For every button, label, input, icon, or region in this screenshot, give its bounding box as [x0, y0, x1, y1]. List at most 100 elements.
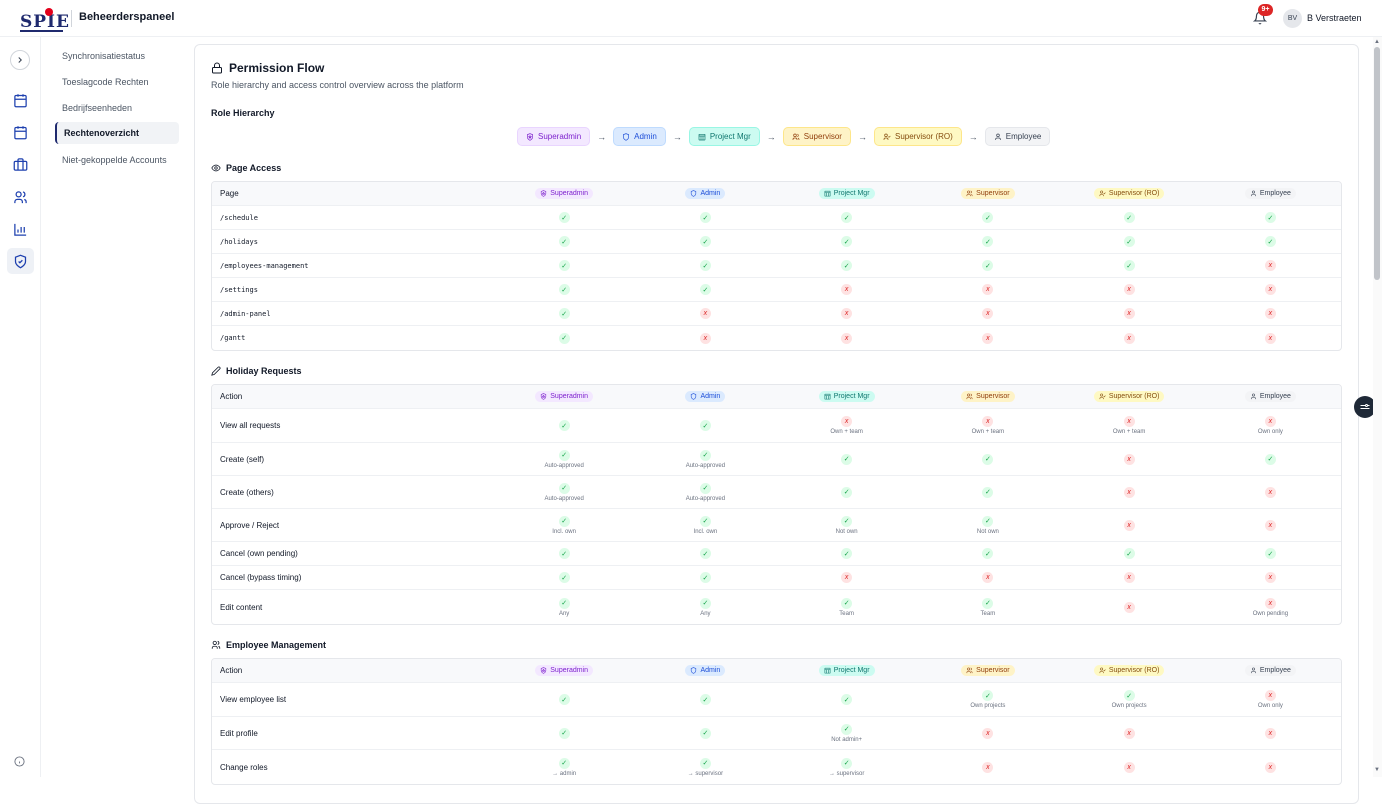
- role-badge-admin: Admin: [685, 665, 726, 676]
- role-pill-label: Supervisor (RO): [894, 132, 953, 141]
- permission-cell: ✓: [635, 566, 776, 589]
- permission-cell: ✓: [494, 409, 635, 442]
- permission-cell: x: [1200, 509, 1341, 541]
- table-row: Approve / Reject ✓ Incl. own ✓ Incl. own ✓ Not…: [212, 509, 1341, 542]
- role-pill-supervisor_ro[interactable]: Supervisor (RO): [873, 127, 962, 146]
- permission-cell: ✓: [635, 542, 776, 565]
- permission-cell: ✓: [494, 717, 635, 749]
- expand-sidebar-button[interactable]: [10, 50, 30, 70]
- scroll-up-arrow-icon[interactable]: ▲: [1374, 39, 1380, 45]
- permission-cell: x: [635, 326, 776, 350]
- permission-cell: x: [776, 566, 917, 589]
- permission-cell: ✓ Incl. own: [494, 509, 635, 541]
- subnav-item-unlinked-accounts[interactable]: Niet-gekoppelde Accounts: [62, 155, 167, 165]
- subnav-item-permissions-overview[interactable]: Rechtenoverzicht: [55, 122, 179, 144]
- subnav-item-surcharge-rights[interactable]: Toeslagcode Rechten: [62, 77, 149, 87]
- info-icon[interactable]: [14, 754, 26, 767]
- check-icon: ✓: [558, 260, 570, 271]
- cross-icon: x: [982, 572, 994, 583]
- user-name[interactable]: B Verstraeten: [1307, 13, 1362, 23]
- user-check-icon: [1099, 190, 1106, 197]
- row-label: /settings: [220, 285, 258, 294]
- app-title: Beheerderspaneel: [79, 11, 175, 23]
- check-icon: ✓: [699, 260, 711, 271]
- check-icon: ✓: [841, 486, 853, 498]
- spie-logo[interactable]: SPIE: [20, 7, 69, 32]
- scroll-thumb[interactable]: [1374, 47, 1380, 280]
- column-header-action: Action: [220, 392, 243, 401]
- check-icon: ✓: [558, 420, 570, 431]
- page-scrollbar[interactable]: ▲ ▼: [1373, 37, 1382, 777]
- check-icon: ✓: [558, 727, 570, 739]
- permission-cell: ✓ Not own: [776, 509, 917, 541]
- shield-star-icon: [541, 667, 547, 674]
- permission-cell: ✓ Not admin+: [776, 717, 917, 749]
- user-icon: [1250, 393, 1256, 400]
- permission-cell: ✓ Not own: [917, 509, 1058, 541]
- scroll-down-arrow-icon[interactable]: ▼: [1374, 767, 1380, 773]
- role-badge-label: Admin: [700, 190, 721, 197]
- users-icon: [966, 667, 973, 674]
- role-badge-label: Admin: [700, 667, 721, 674]
- nav-projects-button[interactable]: [11, 155, 30, 174]
- role-badge-superadmin: Superadmin: [535, 391, 594, 402]
- subnav-item-sync-status[interactable]: Synchronisatiestatus: [62, 51, 146, 61]
- permission-cell: ✓: [776, 476, 917, 508]
- permission-cell: ✓ Auto-approved: [635, 443, 776, 475]
- permission-cell: ✓ → supervisor: [635, 750, 776, 784]
- cross-icon: x: [1264, 486, 1276, 498]
- role-badge-label: Admin: [700, 393, 721, 400]
- cross-icon: x: [841, 572, 853, 583]
- nav-reports-button[interactable]: [11, 220, 30, 239]
- cross-icon: x: [841, 332, 853, 344]
- permission-note: Team: [980, 610, 996, 617]
- logo-text: SPIE: [20, 12, 70, 32]
- icon-rail: [0, 37, 41, 777]
- row-label: Edit profile: [220, 728, 258, 738]
- role-badge-label: Employee: [1259, 393, 1291, 400]
- user-avatar[interactable]: BV: [1283, 9, 1302, 28]
- user-check-icon: [1099, 393, 1106, 400]
- building-icon: [824, 667, 831, 674]
- check-icon: ✓: [699, 757, 711, 769]
- permission-cell: ✓ Team: [776, 590, 917, 624]
- cross-icon: x: [982, 416, 994, 427]
- permission-cell: x: [1200, 278, 1341, 301]
- check-icon: ✓: [982, 597, 994, 609]
- column-header-supervisor: Supervisor: [917, 182, 1058, 205]
- nav-schedule-button[interactable]: [11, 91, 30, 110]
- role-pill-superadmin[interactable]: Superadmin: [517, 127, 591, 146]
- check-icon: ✓: [1123, 548, 1135, 559]
- role-pill-supervisor[interactable]: Supervisor: [782, 127, 851, 146]
- permission-cell: ✓: [1059, 542, 1200, 565]
- check-icon: ✓: [699, 449, 711, 461]
- permission-note: Auto-approved: [685, 462, 726, 469]
- cross-icon: x: [982, 332, 994, 344]
- permission-cell: x: [1059, 717, 1200, 749]
- role-badge-label: Project Mgr: [833, 393, 870, 400]
- role-badge-supervisor_ro: Supervisor (RO): [1093, 665, 1165, 676]
- role-pill-label: Supervisor: [803, 132, 842, 141]
- role-pill-projectmgr[interactable]: Project Mgr: [688, 127, 760, 146]
- permission-note: Any: [700, 610, 711, 617]
- nav-employees-button[interactable]: [11, 188, 30, 207]
- nav-holidays-button[interactable]: [11, 123, 30, 142]
- floating-action-button[interactable]: [1354, 396, 1376, 418]
- permission-note: → supervisor: [687, 770, 724, 777]
- permission-note: Own + team: [830, 429, 863, 435]
- permission-note: Any: [558, 610, 570, 617]
- role-pill-admin[interactable]: Admin: [613, 127, 666, 146]
- permission-cell: x: [1059, 278, 1200, 301]
- permission-cell: x Own + team: [776, 409, 917, 442]
- permission-cell: ✓: [494, 326, 635, 350]
- check-icon: ✓: [558, 694, 570, 705]
- nav-admin-button[interactable]: [11, 252, 30, 271]
- users-icon: [211, 640, 221, 649]
- users-icon: [14, 191, 27, 204]
- subnav-item-business-units[interactable]: Bedrijfseenheden: [62, 103, 133, 113]
- permission-cell: x Own + team: [1059, 409, 1200, 442]
- check-icon: ✓: [841, 723, 853, 735]
- permission-cell: ✓: [776, 542, 917, 565]
- permission-note: Not own: [835, 528, 858, 535]
- role-pill-employee[interactable]: Employee: [984, 127, 1051, 146]
